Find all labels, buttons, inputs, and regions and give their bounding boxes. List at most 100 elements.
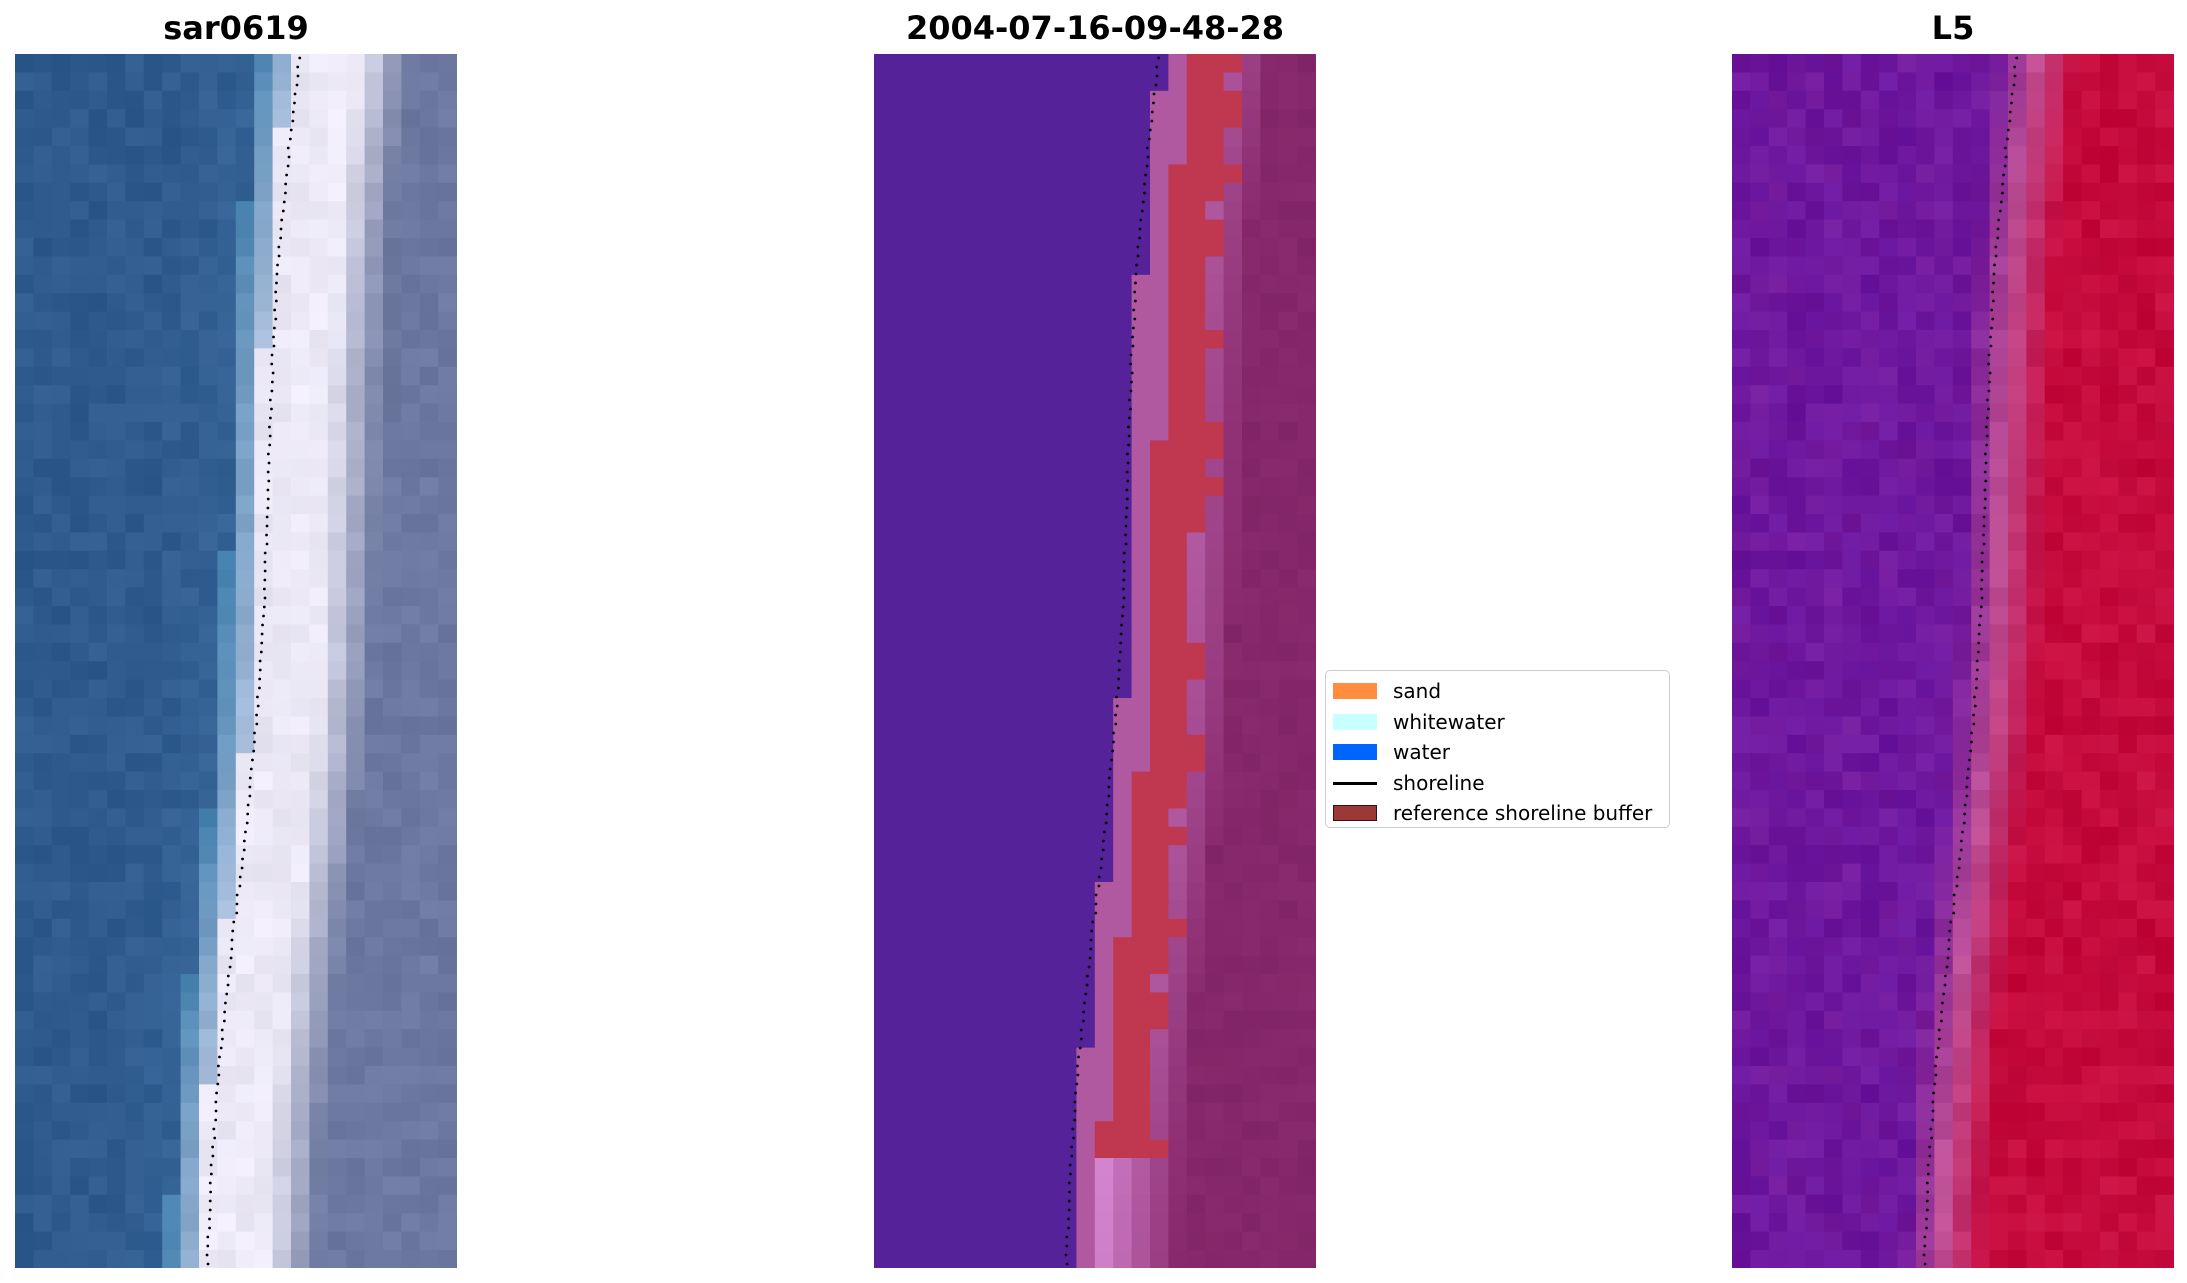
shoreline-point	[1931, 1100, 1935, 1104]
index-image-panel	[1732, 54, 2174, 1268]
shoreline-point	[1124, 515, 1128, 519]
shoreline-point	[1980, 596, 1984, 600]
shoreline-point	[1119, 641, 1123, 645]
shoreline-point	[1117, 668, 1121, 672]
shoreline-point	[1131, 335, 1134, 339]
shoreline-point	[1070, 1145, 1074, 1149]
shoreline-point	[275, 281, 278, 285]
shoreline-point	[1931, 1118, 1935, 1122]
shoreline-point	[1125, 506, 1129, 510]
shoreline-point	[1097, 884, 1101, 888]
shoreline-point	[1992, 281, 1995, 285]
shoreline-line	[1333, 781, 1377, 785]
shoreline-point	[1952, 893, 1956, 897]
shoreline-point	[1119, 632, 1123, 636]
shoreline-point	[1965, 776, 1969, 780]
shoreline-point	[1068, 1163, 1072, 1167]
shoreline-point	[1108, 767, 1112, 771]
shoreline-point	[270, 407, 273, 411]
shoreline-point	[1129, 389, 1133, 393]
shoreline-point	[265, 515, 269, 519]
shoreline-point	[1125, 470, 1129, 474]
shoreline-point	[1083, 1001, 1086, 1005]
shoreline-point	[242, 848, 246, 852]
whitewater-swatch	[1333, 713, 1377, 730]
shoreline-point	[229, 956, 233, 960]
rgb-image-panel	[15, 54, 457, 1268]
shoreline-point	[1150, 110, 1154, 114]
legend-item-buffer: reference shoreline buffer	[1326, 797, 1669, 828]
shoreline-point	[1141, 200, 1145, 204]
shoreline-point	[246, 803, 250, 807]
shoreline-point	[1094, 902, 1098, 906]
shoreline-point	[1928, 1145, 1932, 1149]
shoreline-point	[1948, 929, 1952, 933]
shoreline-point	[238, 884, 242, 888]
shoreline-point	[1065, 1262, 1069, 1266]
shoreline-point	[1973, 695, 1976, 699]
shoreline-point	[1923, 1262, 1927, 1266]
shoreline-point	[2004, 155, 2008, 159]
shoreline-point	[1110, 758, 1113, 762]
shoreline-point	[1998, 209, 2002, 213]
shoreline-point	[224, 1001, 227, 1005]
shoreline-point	[1957, 866, 1961, 870]
shoreline-point	[1067, 1226, 1070, 1230]
shoreline-point	[1081, 1019, 1085, 1023]
shoreline-point	[2003, 146, 2007, 150]
shoreline-point	[222, 1019, 226, 1023]
shoreline-point	[1117, 659, 1121, 663]
shoreline-point	[235, 893, 239, 897]
shoreline-point	[1987, 362, 1991, 366]
shoreline-point	[2015, 56, 2019, 60]
legend: sand whitewater water shoreline referenc…	[1325, 670, 1670, 828]
shoreline-point	[1145, 164, 1149, 168]
shoreline-point	[1996, 236, 2000, 240]
shoreline-point	[238, 875, 242, 879]
classified-image-panel	[874, 54, 1316, 1268]
shoreline-point	[1091, 920, 1095, 924]
shoreline-point	[272, 326, 276, 330]
shoreline-point	[1127, 443, 1131, 447]
shoreline-point	[258, 686, 261, 690]
shoreline-point	[274, 290, 278, 294]
shoreline-point	[1985, 416, 1989, 420]
shoreline-point	[1125, 497, 1129, 501]
legend-label-whitewater: whitewater	[1393, 709, 1505, 734]
shoreline-point	[1982, 515, 1986, 519]
shoreline-point	[1940, 1010, 1944, 1014]
shoreline-point	[260, 632, 264, 636]
shoreline-point	[1984, 479, 1988, 483]
shoreline-point	[1126, 479, 1130, 483]
shoreline-point	[265, 524, 269, 528]
shoreline-point	[1987, 353, 1991, 357]
shoreline-point	[276, 263, 279, 267]
shoreline-point	[1131, 326, 1135, 330]
shoreline-point	[226, 974, 230, 978]
shoreline-point	[1075, 1082, 1079, 1086]
shoreline-point	[1943, 974, 1947, 978]
shoreline-point	[1129, 407, 1132, 411]
shoreline-point	[206, 1262, 210, 1266]
shoreline-point	[1975, 668, 1979, 672]
shoreline-point	[217, 1073, 221, 1077]
shoreline-point	[1973, 704, 1977, 708]
shoreline-point	[248, 776, 252, 780]
shoreline-point	[280, 218, 284, 222]
shoreline-point	[1975, 677, 1979, 681]
shoreline-point	[208, 1199, 212, 1203]
shoreline-point	[244, 830, 247, 834]
shoreline-point	[256, 704, 260, 708]
shoreline-point	[1969, 749, 1973, 753]
shoreline-point	[281, 209, 285, 213]
shoreline-point	[1989, 326, 1993, 330]
shoreline-point	[1152, 101, 1155, 105]
shoreline-point	[1925, 1208, 1929, 1212]
shoreline-point	[1154, 83, 1158, 87]
classified-image	[874, 54, 1316, 1268]
shoreline-point	[1127, 416, 1131, 420]
shoreline-point	[1100, 857, 1103, 861]
shoreline-point	[1127, 398, 1131, 402]
shoreline-point	[1976, 650, 1980, 654]
shoreline-point	[1926, 1190, 1930, 1194]
